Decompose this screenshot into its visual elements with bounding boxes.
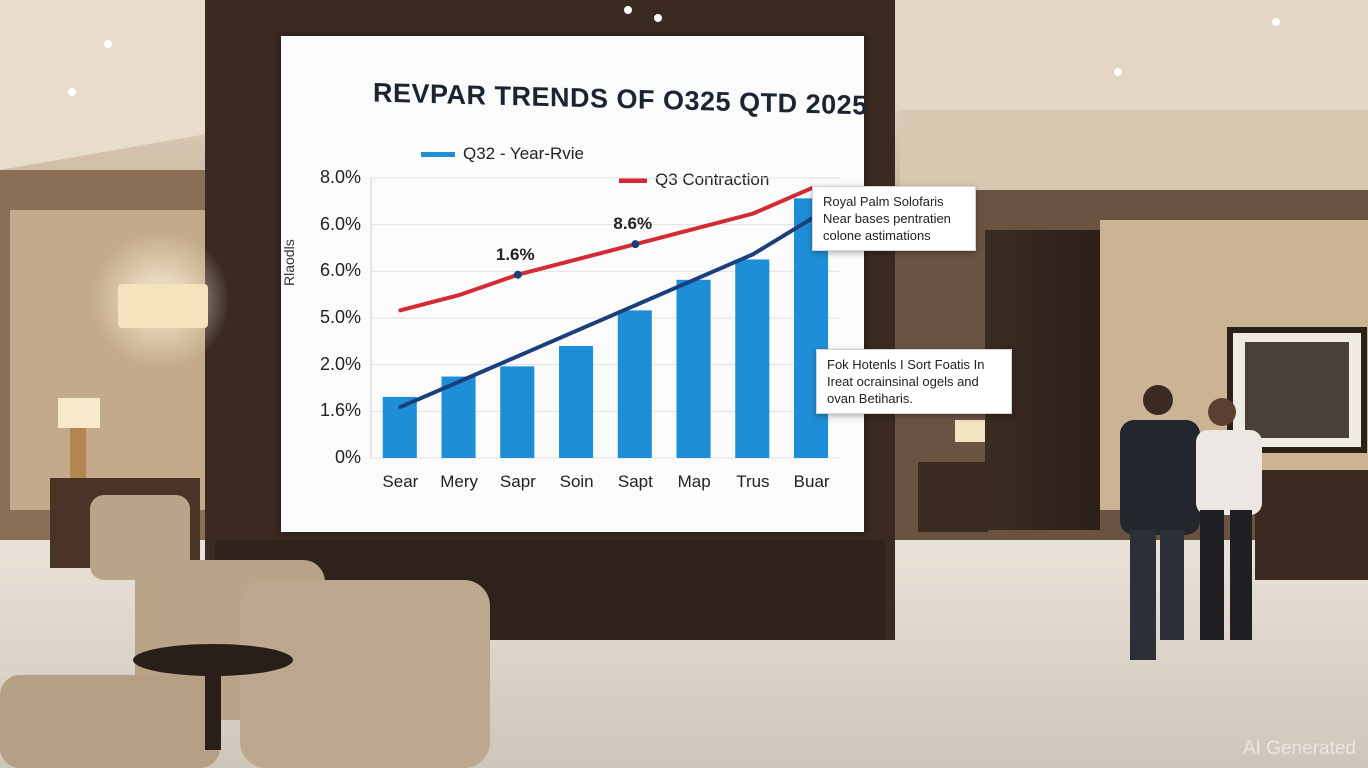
bar [559, 346, 594, 458]
y-tick-label: 2.0% [319, 353, 361, 374]
bar [500, 366, 535, 458]
series-line-red [398, 186, 814, 313]
callout-line: Near bases pentratien [823, 211, 951, 226]
y-tick-label: 5.0% [319, 307, 361, 327]
data-point-marker [631, 240, 640, 249]
x-tick-label: Buar [793, 472, 830, 491]
data-point-marker [513, 270, 522, 279]
ai-generated-watermark: AI Generated [1242, 738, 1356, 759]
callout-line: Fok Hotenls I Sort Foatis In [827, 357, 985, 372]
x-tick-label: Map [677, 472, 711, 491]
y-tick-label: 1.6% [319, 400, 361, 421]
y-tick-label: 8.0% [319, 167, 361, 187]
callout-hotels: Fok Hotenls I Sort Foatis In Ireat ocrai… [816, 349, 1012, 414]
y-tick-label: 6.0% [319, 213, 361, 234]
callout-line: Ireat ocrainsinal ogels and [827, 374, 979, 389]
legend-item-bars: Q32 - Year-Rvie [421, 144, 584, 164]
x-tick-label: Soin [559, 472, 594, 491]
legend-item-line: Q3 Contraction [619, 170, 769, 190]
y-tick-label: 0% [334, 447, 361, 467]
bar [441, 376, 476, 458]
callout-royal-palm: Royal Palm Solofaris Near bases pentrati… [812, 186, 976, 251]
legend-label: Q3 Contraction [655, 170, 770, 189]
data-label: 1.6% [495, 244, 535, 264]
legend-swatch-red [619, 177, 647, 183]
bar [676, 279, 711, 458]
legend-swatch-blue [421, 151, 455, 157]
x-tick-label: Sapt [617, 472, 653, 491]
bar [735, 259, 770, 458]
callout-line: Royal Palm Solofaris [823, 194, 944, 209]
chart-plot [370, 177, 841, 459]
data-label: 8.6% [613, 214, 653, 234]
x-tick-label: Sear [382, 472, 419, 491]
y-tick-label: 6.0% [319, 260, 361, 281]
callout-line: ovan Betiharis. [827, 391, 913, 406]
bar [617, 310, 652, 458]
x-tick-label: Sapr [499, 472, 536, 491]
legend-label: Q32 - Year-Rvie [463, 144, 584, 163]
x-tick-label: Trus [736, 472, 770, 491]
x-tick-label: Mery [440, 472, 479, 491]
display-screen: REVPAR TRENDS OF O325 QTD 2025 Q32 - Yea… [281, 36, 868, 532]
callout-line: colone astimations [823, 228, 931, 243]
series-line-navy [398, 216, 814, 410]
